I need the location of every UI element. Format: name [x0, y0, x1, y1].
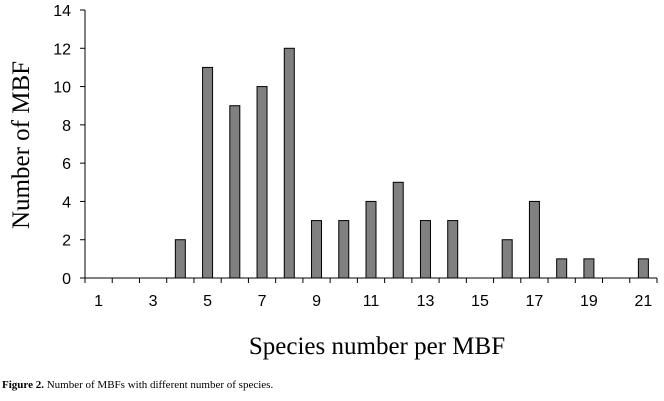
bar-18	[556, 258, 568, 279]
bar-8	[283, 47, 295, 279]
x-tick-label: 13	[417, 293, 435, 310]
bar-10	[338, 220, 350, 279]
bar-6	[229, 105, 241, 279]
bar-17	[528, 200, 540, 279]
x-tick-label: 17	[526, 293, 544, 310]
bar-16	[501, 239, 513, 279]
x-tick-label: 7	[258, 293, 267, 310]
y-tick-label: 10	[53, 80, 71, 97]
y-axis-title: Number of MBF	[8, 61, 35, 229]
x-ticks-group: 1 3 5 7 9 11 13 15 17 19 21	[84, 278, 658, 310]
x-tick-label: 11	[363, 293, 380, 310]
bar-19	[583, 258, 595, 279]
y-tick-label: 2	[62, 233, 71, 250]
bar-14	[447, 220, 459, 279]
x-axis-title: Species number per MBF	[249, 333, 505, 360]
figure-caption: Figure 2. Number of MBFs with different …	[2, 379, 273, 391]
y-tick-label: 12	[53, 41, 71, 58]
bar-4	[174, 239, 186, 279]
y-tick-label: 8	[62, 118, 71, 135]
caption-text: Number of MBFs with different number of …	[43, 379, 274, 391]
y-tick-label: 6	[62, 156, 71, 173]
bar-5	[202, 66, 214, 279]
x-tick-label: 9	[312, 293, 321, 310]
bar-21	[637, 258, 649, 279]
bar-11	[365, 200, 377, 279]
bar-9	[311, 220, 323, 279]
bar-12	[392, 181, 404, 279]
bar-7	[256, 86, 268, 279]
x-tick-label: 3	[149, 293, 158, 310]
x-tick-label: 21	[634, 293, 652, 310]
bars-group	[174, 47, 649, 279]
bar-13	[419, 220, 431, 279]
y-tick-label: 4	[62, 194, 71, 211]
x-tick-label: 15	[471, 293, 489, 310]
y-tick-label: 14	[53, 3, 71, 20]
y-tick-label: 0	[62, 271, 71, 288]
y-ticks-group: 0 2 4 6 8 10 12 14	[53, 3, 85, 288]
x-tick-label: 5	[203, 293, 212, 310]
x-tick-label: 1	[94, 293, 103, 310]
caption-label: Figure 2.	[2, 379, 44, 391]
x-tick-label: 19	[580, 293, 598, 310]
